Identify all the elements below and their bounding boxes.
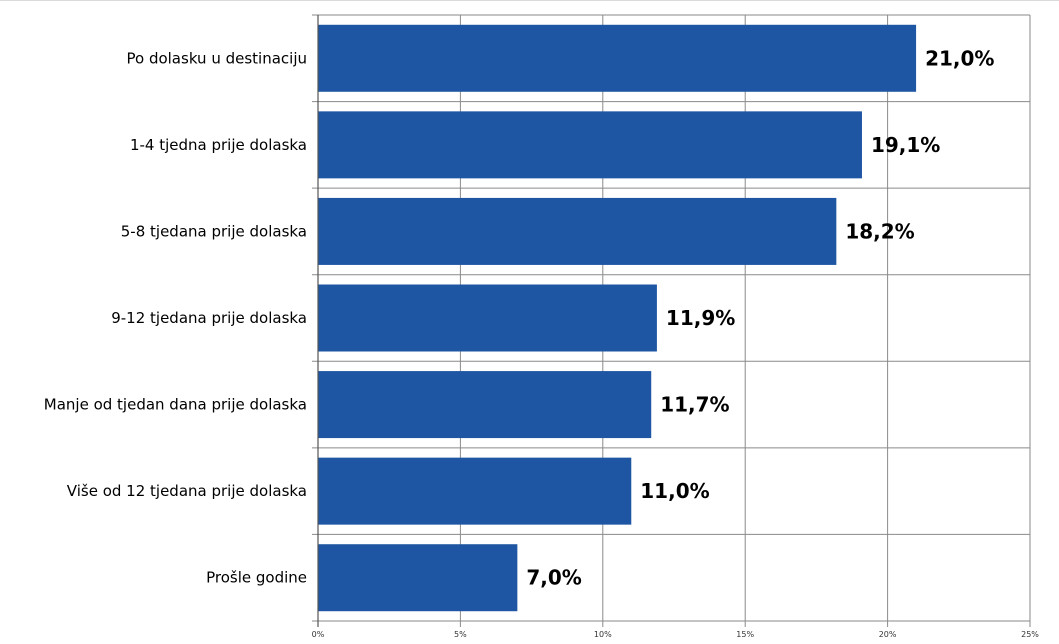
category-label: Više od 12 tjedana prije dolaska	[67, 482, 307, 500]
category-label: 5-8 tjedana prije dolaska	[121, 222, 307, 240]
x-tick-label: 10%	[594, 630, 612, 639]
bar	[318, 111, 862, 179]
data-label: 11,9%	[666, 306, 735, 330]
data-label: 18,2%	[845, 219, 914, 243]
bar	[318, 457, 632, 525]
x-tick-label: 15%	[736, 630, 754, 639]
data-label: 11,0%	[640, 479, 709, 503]
x-tick-label: 25%	[1021, 630, 1039, 639]
bar	[318, 371, 652, 439]
bar	[318, 544, 518, 612]
x-tick-label: 5%	[454, 630, 467, 639]
category-label: Prošle godine	[206, 569, 307, 587]
x-tick-label: 20%	[879, 630, 897, 639]
data-label: 7,0%	[526, 566, 581, 590]
bar	[318, 284, 657, 352]
data-label: 19,1%	[871, 133, 940, 157]
data-label: 21,0%	[925, 46, 994, 70]
category-label: Po dolasku u destinaciju	[126, 49, 307, 67]
category-label: Manje od tjedan dana prije dolaska	[44, 396, 307, 414]
category-label: 1-4 tjedna prije dolaska	[130, 136, 307, 154]
bar	[318, 197, 837, 265]
data-label: 11,7%	[660, 393, 729, 417]
x-tick-label: 0%	[312, 630, 325, 639]
bar	[318, 24, 917, 92]
category-label: 9-12 tjedana prije dolaska	[111, 309, 307, 327]
